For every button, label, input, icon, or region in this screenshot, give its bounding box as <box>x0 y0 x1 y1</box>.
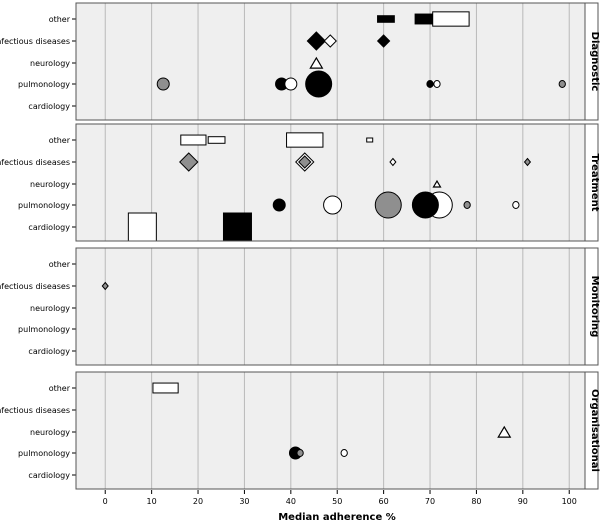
category-label-cardiology: cardiology <box>28 471 70 480</box>
category-label-pulmonology: pulmonology <box>18 201 70 210</box>
data-point-circle <box>411 191 439 219</box>
x-tick-label: 40 <box>286 497 296 506</box>
panel-frame <box>75 2 599 121</box>
panel-diagnostic: other infectious diseases neurology pulmono… <box>0 2 600 121</box>
data-point-diamond <box>179 152 199 172</box>
data-point-rect <box>152 382 179 394</box>
data-point-rect <box>377 15 395 23</box>
x-tick-label: 20 <box>193 497 203 506</box>
x-tick-label: 70 <box>425 497 435 506</box>
category-label-neurology: neurology <box>30 59 70 68</box>
data-point-triangle <box>432 179 442 188</box>
data-point-rect <box>432 11 470 27</box>
data-point-diamond <box>306 31 327 51</box>
category-label-infectious-diseases: infectious diseases <box>0 158 70 167</box>
category-label-neurology: neurology <box>30 428 70 437</box>
category-label-infectious-diseases: infectious diseases <box>0 282 70 291</box>
category-label-other: other <box>49 136 71 145</box>
x-tick-label: 30 <box>239 497 249 506</box>
data-point-circle <box>340 449 348 457</box>
x-tick-label: 60 <box>379 497 389 506</box>
data-point-diamond <box>389 157 397 167</box>
data-point-diamond <box>376 34 391 48</box>
data-point-rect <box>180 134 207 146</box>
x-tick-label: 100 <box>562 497 577 506</box>
panel-frame <box>75 247 599 366</box>
panel-organisational: other infectious diseases neurology pulmono… <box>0 371 600 490</box>
data-point-circle <box>305 70 333 98</box>
data-point-rect <box>127 212 157 242</box>
strip-label-monitoring: Monitoring <box>589 276 600 338</box>
data-point-rect <box>207 136 226 144</box>
x-tick-label: 50 <box>332 497 342 506</box>
data-point-rect <box>222 212 252 242</box>
data-point-circle <box>296 449 304 457</box>
data-point-circle <box>284 77 298 91</box>
category-label-pulmonology: pulmonology <box>18 80 70 89</box>
data-point-circle <box>323 195 343 215</box>
data-point-diamond <box>523 157 532 167</box>
panel-frame <box>75 123 599 242</box>
data-point-triangle <box>309 56 324 69</box>
panel-monitoring: other infectious diseases neurology pulmono… <box>0 247 600 366</box>
strip-label-treatment: Treatment <box>589 153 600 211</box>
x-tick-label: 10 <box>147 497 157 506</box>
data-point-rect <box>286 132 324 148</box>
data-point-circle <box>374 191 402 219</box>
strip-label-organisational: Organisational <box>589 389 600 472</box>
x-tick-label: 90 <box>518 497 528 506</box>
x-tick-label: 0 <box>103 497 108 506</box>
data-point-triangle <box>497 425 512 438</box>
category-label-pulmonology: pulmonology <box>18 449 70 458</box>
category-label-cardiology: cardiology <box>28 102 70 111</box>
category-label-other: other <box>49 384 71 393</box>
strip-label-diagnostic: Diagnostic <box>589 32 600 92</box>
data-point-circle <box>426 80 434 88</box>
x-tick-label: 80 <box>471 497 481 506</box>
category-label-cardiology: cardiology <box>28 347 70 356</box>
panel-background <box>76 3 585 120</box>
data-point-diamond <box>298 155 312 169</box>
data-point-circle <box>512 201 520 209</box>
panel-background <box>76 372 585 489</box>
data-point-rect <box>366 137 374 143</box>
category-label-pulmonology: pulmonology <box>18 325 70 334</box>
data-point-diamond <box>323 34 337 48</box>
panel-treatment: other infectious diseases neurology pulmono… <box>0 123 600 242</box>
x-axis: 0 10 20 30 40 50 60 70 80 90 100 <box>103 490 577 506</box>
data-point-circle <box>463 201 471 209</box>
x-axis-title: Median adherence % <box>278 512 396 523</box>
category-label-other: other <box>49 15 71 24</box>
panel-background <box>76 248 585 365</box>
panel-frame <box>75 371 599 490</box>
category-label-neurology: neurology <box>30 180 70 189</box>
data-point-circle <box>558 80 566 88</box>
data-point-circle <box>433 80 441 88</box>
data-point-circle <box>156 77 170 91</box>
data-point-circle <box>272 198 286 212</box>
panel-background <box>76 124 585 241</box>
category-label-other: other <box>49 260 71 269</box>
data-point-diamond <box>101 281 109 291</box>
category-label-infectious-diseases: infectious diseases <box>0 406 70 415</box>
category-label-neurology: neurology <box>30 304 70 313</box>
category-label-cardiology: cardiology <box>28 223 70 232</box>
category-label-infectious-diseases: infectious diseases <box>0 37 70 46</box>
panels-layer: other infectious diseases neurology pulmono… <box>0 2 600 490</box>
